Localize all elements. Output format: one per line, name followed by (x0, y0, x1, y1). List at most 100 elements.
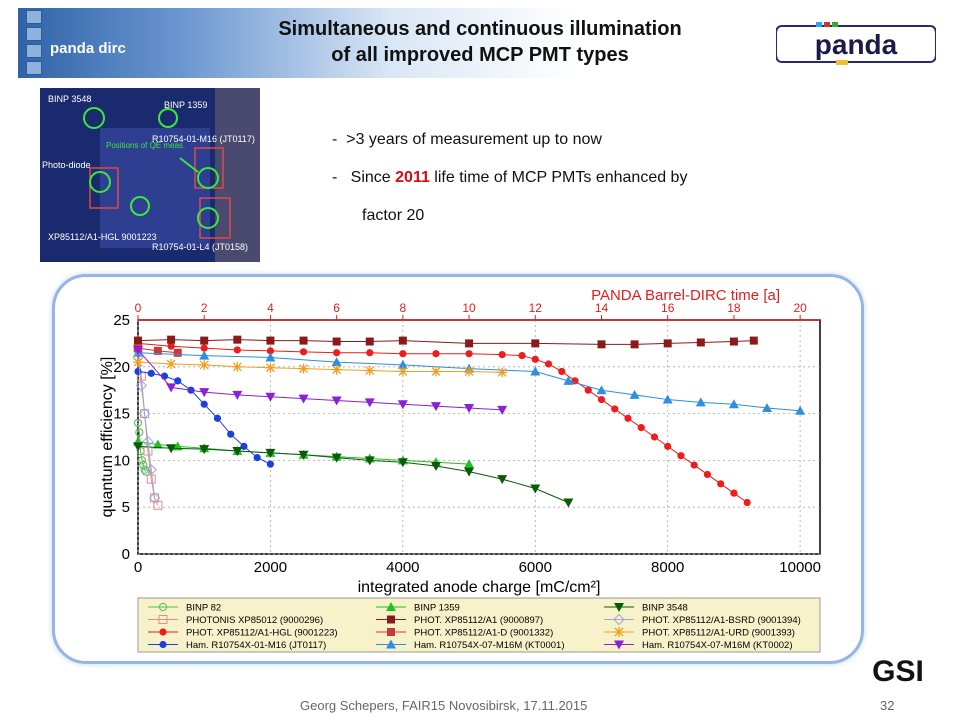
data-point (145, 464, 157, 476)
data-point (614, 603, 624, 612)
data-point (299, 348, 308, 356)
data-point (690, 461, 698, 469)
photo-label-binp1359: BINP 1359 (164, 100, 207, 110)
data-point (166, 444, 177, 454)
data-point (232, 390, 243, 400)
data-point (397, 359, 408, 369)
y-axis-title: quantum efficiency [%] (99, 357, 116, 518)
data-point (133, 345, 143, 355)
data-point (135, 379, 148, 392)
data-point (397, 458, 408, 468)
data-point (563, 375, 574, 385)
x-tick-label: 6000 (519, 559, 552, 576)
data-point (629, 389, 640, 399)
data-point (227, 430, 235, 438)
data-point (677, 452, 685, 460)
data-point (160, 372, 169, 380)
data-point (613, 613, 625, 626)
top-tick-label: 2 (201, 301, 208, 315)
pmt-photo: BINP 3548 BINP 1359 Photo-diode Position… (40, 88, 260, 262)
top-tick-label: 18 (727, 301, 741, 315)
data-point (232, 361, 243, 372)
data-point (265, 362, 276, 373)
data-point (584, 386, 592, 394)
data-point (158, 615, 168, 624)
data-point (141, 467, 151, 476)
data-point (464, 366, 475, 377)
data-point (430, 462, 441, 472)
data-point (166, 358, 177, 369)
data-point (614, 640, 624, 650)
data-point (133, 357, 143, 368)
data-point (464, 459, 475, 469)
data-point (135, 428, 144, 437)
data-point (717, 480, 725, 488)
data-point (166, 383, 177, 393)
data-point (298, 450, 309, 460)
data-point (563, 498, 574, 508)
series-line (137, 422, 147, 472)
data-point (133, 418, 143, 428)
data-point (430, 402, 441, 412)
data-point (430, 366, 441, 377)
data-point (153, 346, 162, 355)
legend-entry: Ham. R10754X-07-M16M (KT0002) (642, 640, 792, 651)
data-point (199, 359, 210, 370)
footer: Georg Schepers, FAIR15 Novosibirsk, 17.1… (0, 698, 960, 720)
bullet-1-text: >3 years of measurement up to now (346, 131, 602, 148)
top-tick-label: 20 (793, 301, 807, 315)
data-point (174, 377, 182, 385)
bullet-2: - Since 2011 life time of MCP PMTs enhan… (332, 169, 688, 186)
data-point (138, 407, 151, 420)
data-point (331, 357, 342, 367)
logo-text: panda (815, 29, 898, 60)
legend-entry: PHOT. XP85112/A1-URD (9001393) (642, 628, 795, 639)
data-point (253, 453, 261, 462)
legend-entry: PHOT. XP85112/A1 (9000897) (414, 615, 543, 626)
data-point (333, 349, 341, 357)
data-point (159, 640, 167, 649)
data-point (147, 369, 155, 377)
data-point (530, 366, 541, 376)
data-point (233, 346, 241, 354)
data-point (399, 350, 407, 358)
data-point (364, 398, 375, 408)
data-point (265, 392, 276, 402)
data-point (531, 355, 539, 363)
decorative-squares (26, 10, 42, 78)
y-tick-label: 0 (122, 546, 130, 563)
data-point (266, 336, 275, 345)
x-axis-title: integrated anode charge [mC/cm²] (358, 579, 601, 596)
data-point (167, 342, 175, 350)
data-point (614, 627, 624, 637)
photo-label-qe-positions: Positions of QE meas. (106, 141, 185, 150)
data-point (497, 475, 508, 485)
top-tick-label: 0 (135, 301, 142, 315)
legend-entry: PHOT. XP85112/A1-D (9001332) (414, 628, 553, 639)
data-point (703, 470, 712, 479)
data-point (637, 424, 645, 432)
data-point (152, 439, 163, 449)
title-line-2: of all improved MCP PMT types (331, 44, 629, 66)
data-point (200, 344, 208, 352)
data-point (332, 337, 341, 346)
y-tick-label: 25 (113, 312, 130, 329)
data-point (596, 385, 607, 395)
data-point (137, 456, 147, 465)
data-point (663, 339, 672, 348)
data-point (464, 403, 475, 413)
data-point (749, 336, 758, 345)
bullet-list: - >3 years of measurement up to now - Si… (332, 128, 687, 242)
data-point (366, 349, 374, 357)
top-tick-label: 12 (529, 301, 543, 315)
data-point (397, 366, 408, 377)
legend-entry: PHOT. XP85112/A1-BSRD (9001394) (642, 615, 801, 626)
legend-entry: Ham. R10754X-07-M16M (KT0001) (414, 640, 564, 651)
data-point (387, 628, 395, 636)
y-tick-label: 15 (113, 406, 130, 423)
data-point (213, 414, 222, 422)
slide-title: Simultaneous and continuous illumination… (200, 16, 760, 68)
data-point (331, 396, 342, 406)
data-point (630, 340, 639, 349)
x-tick-label: 10000 (779, 559, 821, 576)
